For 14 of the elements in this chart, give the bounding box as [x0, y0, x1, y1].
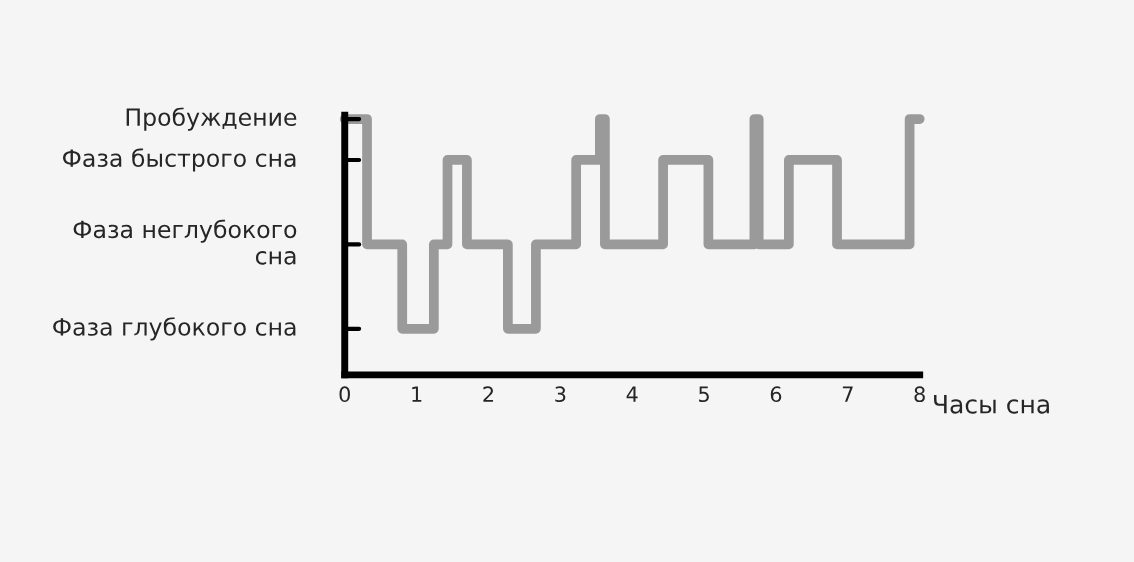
text: Фаза неглубокого сна: [73, 219, 297, 265]
x-tick-label: 3: [555, 386, 566, 403]
x-tick-label: 7: [842, 386, 853, 402]
text: Фаза быстрого сна: [62, 148, 296, 172]
text: Пробуждение: [126, 107, 297, 131]
x-tick-label: 8: [914, 386, 925, 403]
x-tick-label: 1: [412, 386, 422, 402]
x-tick-label: 6: [770, 386, 782, 403]
x-tick-label: 0: [339, 386, 350, 403]
text: Фаза глубокого сна: [53, 317, 296, 341]
x-tick-label: 4: [626, 386, 638, 402]
x-axis-title: Часы сна: [934, 395, 1049, 414]
x-tick-label: 2: [483, 386, 494, 402]
x-tick-label: 5: [699, 386, 709, 403]
